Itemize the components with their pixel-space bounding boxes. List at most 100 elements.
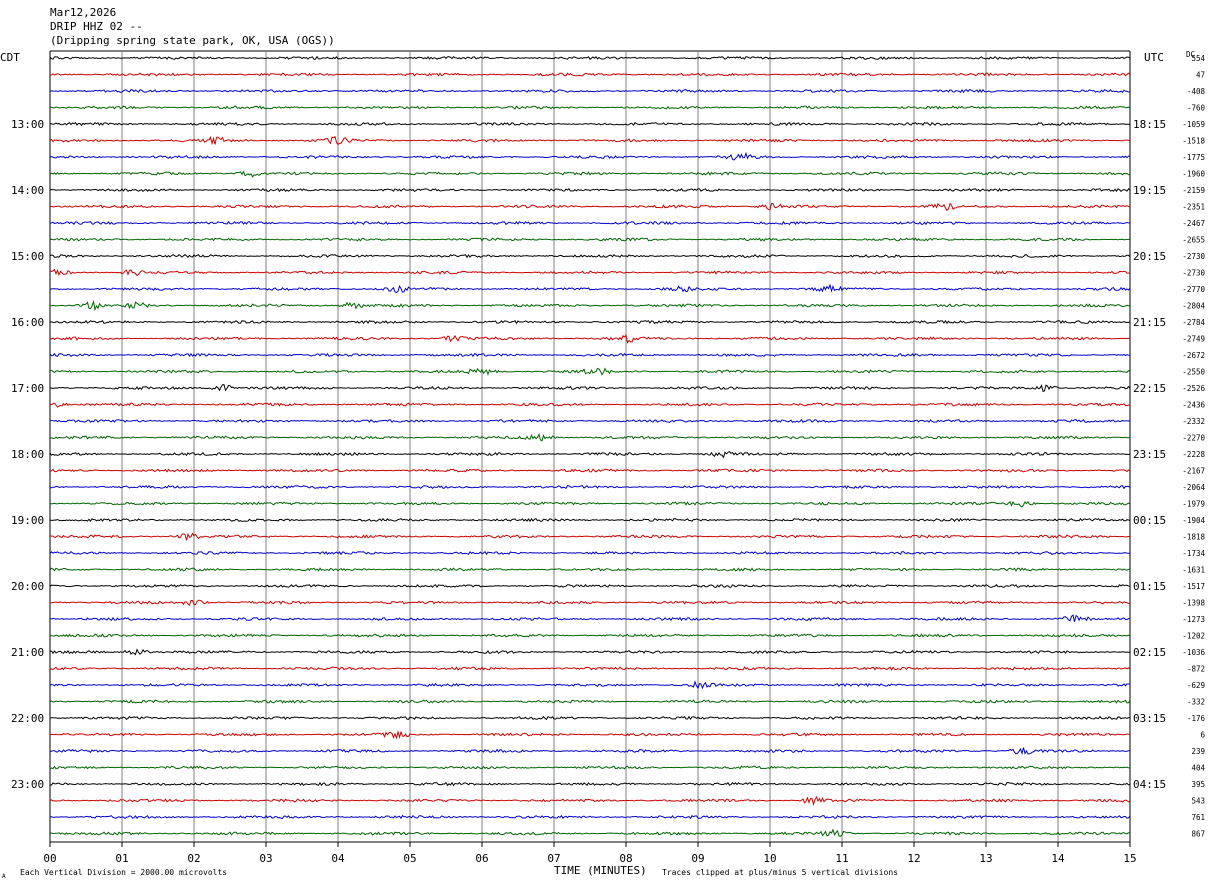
dc-offset-0: 554 bbox=[1191, 54, 1205, 63]
trace-46 bbox=[49, 814, 1131, 820]
trace-42 bbox=[49, 747, 1131, 756]
dc-offset-43: 404 bbox=[1191, 764, 1205, 773]
dc-offset-labels: 554 47 -408 -760 -1059 -1518 -1775 -1960 -2159 -2… bbox=[1182, 54, 1205, 839]
trace-37 bbox=[49, 666, 1131, 671]
trace-43 bbox=[49, 765, 1131, 770]
dc-offset-28: -1904 bbox=[1182, 516, 1205, 525]
cdt-label-1300: 13:00 bbox=[11, 118, 44, 131]
cdt-label-1600: 16:00 bbox=[11, 316, 44, 329]
dc-offset-42: 239 bbox=[1191, 747, 1205, 756]
trace-1 bbox=[49, 72, 1131, 77]
trace-27 bbox=[49, 500, 1131, 508]
header-station: DRIP HHZ 02 -- bbox=[50, 20, 143, 33]
trace-9 bbox=[49, 202, 1131, 212]
trace-23 bbox=[49, 433, 1131, 442]
trace-31 bbox=[49, 567, 1131, 572]
scale-note: Each Vertical Division = 2000.00 microvo… bbox=[20, 868, 227, 877]
dc-offset-14: -2770 bbox=[1182, 285, 1205, 294]
dc-offset-19: -2550 bbox=[1182, 368, 1205, 377]
dc-offset-26: -2064 bbox=[1182, 483, 1205, 492]
dc-offset-38: -629 bbox=[1187, 681, 1205, 690]
utc-label-0115: 01:15 bbox=[1133, 580, 1166, 593]
trace-33 bbox=[49, 599, 1131, 607]
dc-offset-2: -408 bbox=[1187, 87, 1206, 96]
x-tick-label-14: 14 bbox=[1051, 852, 1065, 865]
trace-39 bbox=[49, 699, 1131, 704]
dc-offset-21: -2436 bbox=[1182, 401, 1205, 410]
x-tick-label-00: 00 bbox=[43, 852, 56, 865]
dc-offset-3: -760 bbox=[1187, 104, 1206, 113]
dc-offset-24: -2228 bbox=[1182, 450, 1205, 459]
trace-30 bbox=[49, 550, 1131, 556]
dc-offset-29: -1818 bbox=[1182, 533, 1205, 542]
dc-offset-46: 761 bbox=[1191, 813, 1205, 822]
dc-offset-16: -2784 bbox=[1182, 318, 1205, 327]
trace-6 bbox=[49, 151, 1131, 161]
trace-3 bbox=[49, 105, 1131, 110]
cdt-label-2000: 20:00 bbox=[11, 580, 44, 593]
x-tick-label-05: 05 bbox=[403, 852, 416, 865]
trace-26 bbox=[49, 484, 1131, 490]
dc-offset-1: 47 bbox=[1196, 71, 1205, 80]
trace-7 bbox=[49, 170, 1131, 178]
dc-offset-13: -2730 bbox=[1182, 269, 1205, 278]
dc-offset-22: -2332 bbox=[1182, 417, 1205, 426]
cdt-label-2200: 22:00 bbox=[11, 712, 44, 725]
utc-label-1815: 18:15 bbox=[1133, 118, 1166, 131]
x-tick-label-11: 11 bbox=[835, 852, 848, 865]
dc-offset-17: -2749 bbox=[1182, 335, 1205, 344]
dc-offset-11: -2655 bbox=[1182, 236, 1205, 245]
dc-offset-10: -2467 bbox=[1182, 219, 1205, 228]
clip-note: Traces clipped at plus/minus 5 vertical … bbox=[662, 868, 898, 877]
utc-label-0015: 00:15 bbox=[1133, 514, 1166, 527]
utc-label-2215: 22:15 bbox=[1133, 382, 1166, 395]
cdt-label-2300: 23:00 bbox=[11, 778, 44, 791]
trace-32 bbox=[49, 583, 1131, 588]
dc-offset-36: -1036 bbox=[1182, 648, 1205, 657]
dc-offset-23: -2270 bbox=[1182, 434, 1205, 443]
trace-40 bbox=[49, 715, 1131, 721]
dc-offset-25: -2167 bbox=[1182, 467, 1205, 476]
x-tick-label-03: 03 bbox=[259, 852, 272, 865]
dc-offset-31: -1631 bbox=[1182, 566, 1205, 575]
dc-offset-35: -1202 bbox=[1182, 632, 1205, 641]
cdt-label-2100: 21:00 bbox=[11, 646, 44, 659]
cdt-hour-labels: 13:00 14:00 15:00 16:00 17:00 18:00 19:00 20:00… bbox=[11, 118, 44, 791]
trace-28 bbox=[49, 517, 1131, 523]
dc-offset-34: -1273 bbox=[1182, 615, 1205, 624]
utc-label-1915: 19:15 bbox=[1133, 184, 1166, 197]
cdt-label-1700: 17:00 bbox=[11, 382, 44, 395]
trace-38 bbox=[49, 680, 1131, 690]
cdt-label-1500: 15:00 bbox=[11, 250, 44, 263]
trace-34 bbox=[49, 614, 1131, 622]
right-timezone-label: UTC bbox=[1144, 51, 1164, 64]
trace-14 bbox=[49, 283, 1131, 293]
utc-label-0315: 03:15 bbox=[1133, 712, 1166, 725]
dc-offset-6: -1775 bbox=[1182, 153, 1205, 162]
dc-offset-5: -1518 bbox=[1182, 137, 1205, 146]
x-tick-label-08: 08 bbox=[619, 852, 632, 865]
dc-offset-41: 6 bbox=[1200, 731, 1205, 740]
dc-offset-18: -2672 bbox=[1182, 351, 1205, 360]
trace-13 bbox=[49, 268, 1131, 277]
utc-label-2015: 20:15 bbox=[1133, 250, 1166, 263]
trace-15 bbox=[49, 299, 1131, 312]
utc-label-2115: 21:15 bbox=[1133, 316, 1166, 329]
trace-12 bbox=[49, 254, 1131, 259]
trace-36 bbox=[49, 648, 1131, 656]
dc-offset-20: -2526 bbox=[1182, 384, 1205, 393]
dc-offset-47: 867 bbox=[1191, 830, 1205, 839]
trace-17 bbox=[49, 333, 1131, 344]
x-tick-label-13: 13 bbox=[979, 852, 992, 865]
utc-label-0415: 04:15 bbox=[1133, 778, 1166, 791]
x-tick-label-09: 09 bbox=[691, 852, 704, 865]
header-location: (Dripping spring state park, OK, USA (OG… bbox=[50, 34, 335, 47]
x-tick-label-12: 12 bbox=[907, 852, 920, 865]
dc-offset-33: -1398 bbox=[1182, 599, 1205, 608]
dc-offset-32: -1517 bbox=[1182, 582, 1205, 591]
utc-hour-labels: 18:15 19:15 20:15 21:15 22:15 23:15 00:15 01:15… bbox=[1133, 118, 1166, 791]
trace-35 bbox=[49, 633, 1131, 638]
dc-offset-9: -2351 bbox=[1182, 203, 1205, 212]
x-tick-label-01: 01 bbox=[115, 852, 128, 865]
